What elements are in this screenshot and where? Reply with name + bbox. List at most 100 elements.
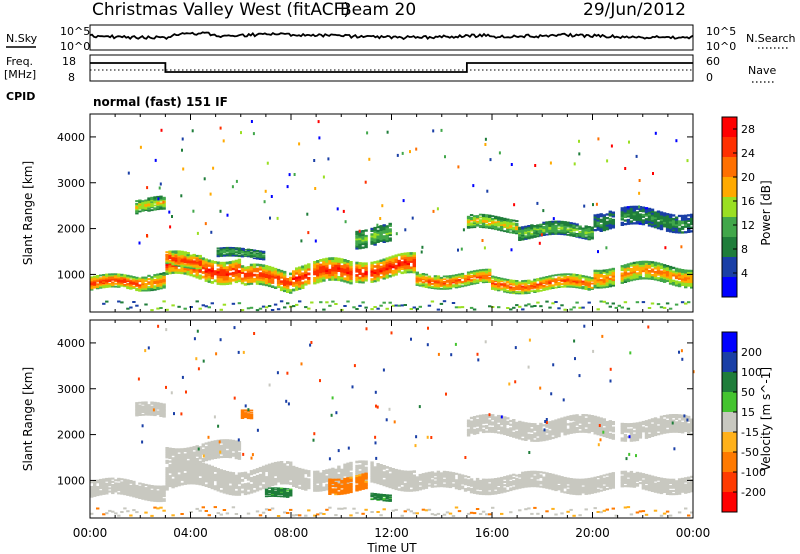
rti-cell <box>575 480 579 483</box>
rti-cell <box>255 273 260 277</box>
rti-cell <box>668 222 673 226</box>
station-title: Christmas Valley West (fitACF) <box>92 0 350 20</box>
rti-cell <box>687 476 691 479</box>
rti-cell <box>584 488 588 491</box>
rti-cell <box>243 252 248 255</box>
rti-cell <box>120 491 124 494</box>
rti-cell <box>635 476 640 479</box>
rti-cell <box>638 482 643 485</box>
rti-cell <box>475 220 480 223</box>
rti-cell <box>554 286 558 289</box>
rti-cell <box>364 236 368 239</box>
rti-cell <box>481 488 486 491</box>
rti-cell <box>327 157 330 161</box>
rti-cell <box>168 466 172 469</box>
rti-cell <box>665 214 670 218</box>
rti-cell <box>234 255 239 257</box>
rti-cell <box>572 478 576 481</box>
rti-cell <box>590 490 594 493</box>
rti-cell <box>240 255 245 257</box>
rti-cell <box>500 226 504 229</box>
rti-cell <box>358 278 362 282</box>
rti-cell <box>521 238 525 241</box>
rti-cell <box>644 221 649 224</box>
rti-cell <box>506 478 510 481</box>
rti-cell <box>608 484 612 487</box>
rti-cell <box>301 474 305 478</box>
rti-cell <box>578 281 582 284</box>
rti-cell <box>548 282 552 285</box>
rti-cell <box>276 279 281 282</box>
rti-cell <box>469 281 474 284</box>
rti-cell <box>135 211 139 213</box>
rti-cell <box>397 482 401 485</box>
rti-cell <box>494 484 498 487</box>
rti-cell <box>620 480 624 483</box>
rti-cell <box>283 277 287 280</box>
rti-cell <box>545 276 549 278</box>
rti-cell <box>261 486 266 490</box>
rti-cell <box>135 491 139 494</box>
rti-cell <box>680 479 685 482</box>
rti-cell <box>240 483 245 487</box>
rti-cell <box>569 224 573 227</box>
rti-cell <box>626 215 631 218</box>
rti-cell <box>379 237 383 241</box>
rti-cell <box>424 474 429 477</box>
rti-cell <box>466 224 471 226</box>
rti-cell <box>484 137 487 141</box>
rti-cell <box>563 277 567 280</box>
rti-cell <box>147 208 151 211</box>
rti-cell <box>225 282 230 285</box>
rti-cell <box>295 483 299 486</box>
rti-cell <box>530 227 534 229</box>
rti-cell <box>276 275 281 278</box>
rti-cell <box>687 278 691 282</box>
rti-cell <box>111 276 115 278</box>
rti-cell <box>466 225 471 228</box>
rti-cell <box>575 286 579 289</box>
rti-cell <box>485 223 489 226</box>
rti-cell <box>147 197 151 200</box>
rti-cell <box>403 264 407 268</box>
rti-cell <box>120 275 124 278</box>
rti-cell <box>159 199 163 202</box>
rti-cell <box>665 229 670 232</box>
rti-cell <box>212 166 215 170</box>
rti-cell <box>641 206 646 209</box>
rti-cell <box>204 475 208 478</box>
rti-cell <box>593 271 597 274</box>
rti-cell <box>690 488 694 491</box>
rti-cell <box>632 472 637 475</box>
rti-cell <box>569 277 573 280</box>
rti-cell <box>509 489 513 492</box>
rti-cell <box>177 260 181 263</box>
rti-cell <box>442 483 447 486</box>
rti-cell <box>424 486 429 489</box>
rti-cell <box>436 477 441 480</box>
rti-cell <box>181 148 183 152</box>
rti-cell <box>261 278 266 282</box>
rti-cell <box>569 234 573 237</box>
rti-cell <box>521 289 525 292</box>
rti-cell <box>222 264 227 267</box>
rti-cell <box>665 265 670 268</box>
rti-cell <box>385 267 389 271</box>
rti-cell <box>680 214 685 218</box>
rti-cell <box>690 280 694 284</box>
rti-cell <box>301 265 305 269</box>
rti-cell <box>346 271 350 275</box>
rti-cell <box>572 486 576 489</box>
rti-cell <box>674 271 679 274</box>
rti-cell <box>183 482 187 485</box>
rti-cell <box>539 476 543 479</box>
rti-cell <box>427 277 432 279</box>
rti-cell <box>488 276 492 279</box>
rti-cell <box>497 221 501 224</box>
rti-cell <box>126 490 130 493</box>
rti-cell <box>418 305 422 308</box>
rti-cell <box>295 466 299 470</box>
rti-cell <box>638 179 641 182</box>
rti-cell <box>258 274 263 277</box>
rti-cell <box>162 488 166 491</box>
